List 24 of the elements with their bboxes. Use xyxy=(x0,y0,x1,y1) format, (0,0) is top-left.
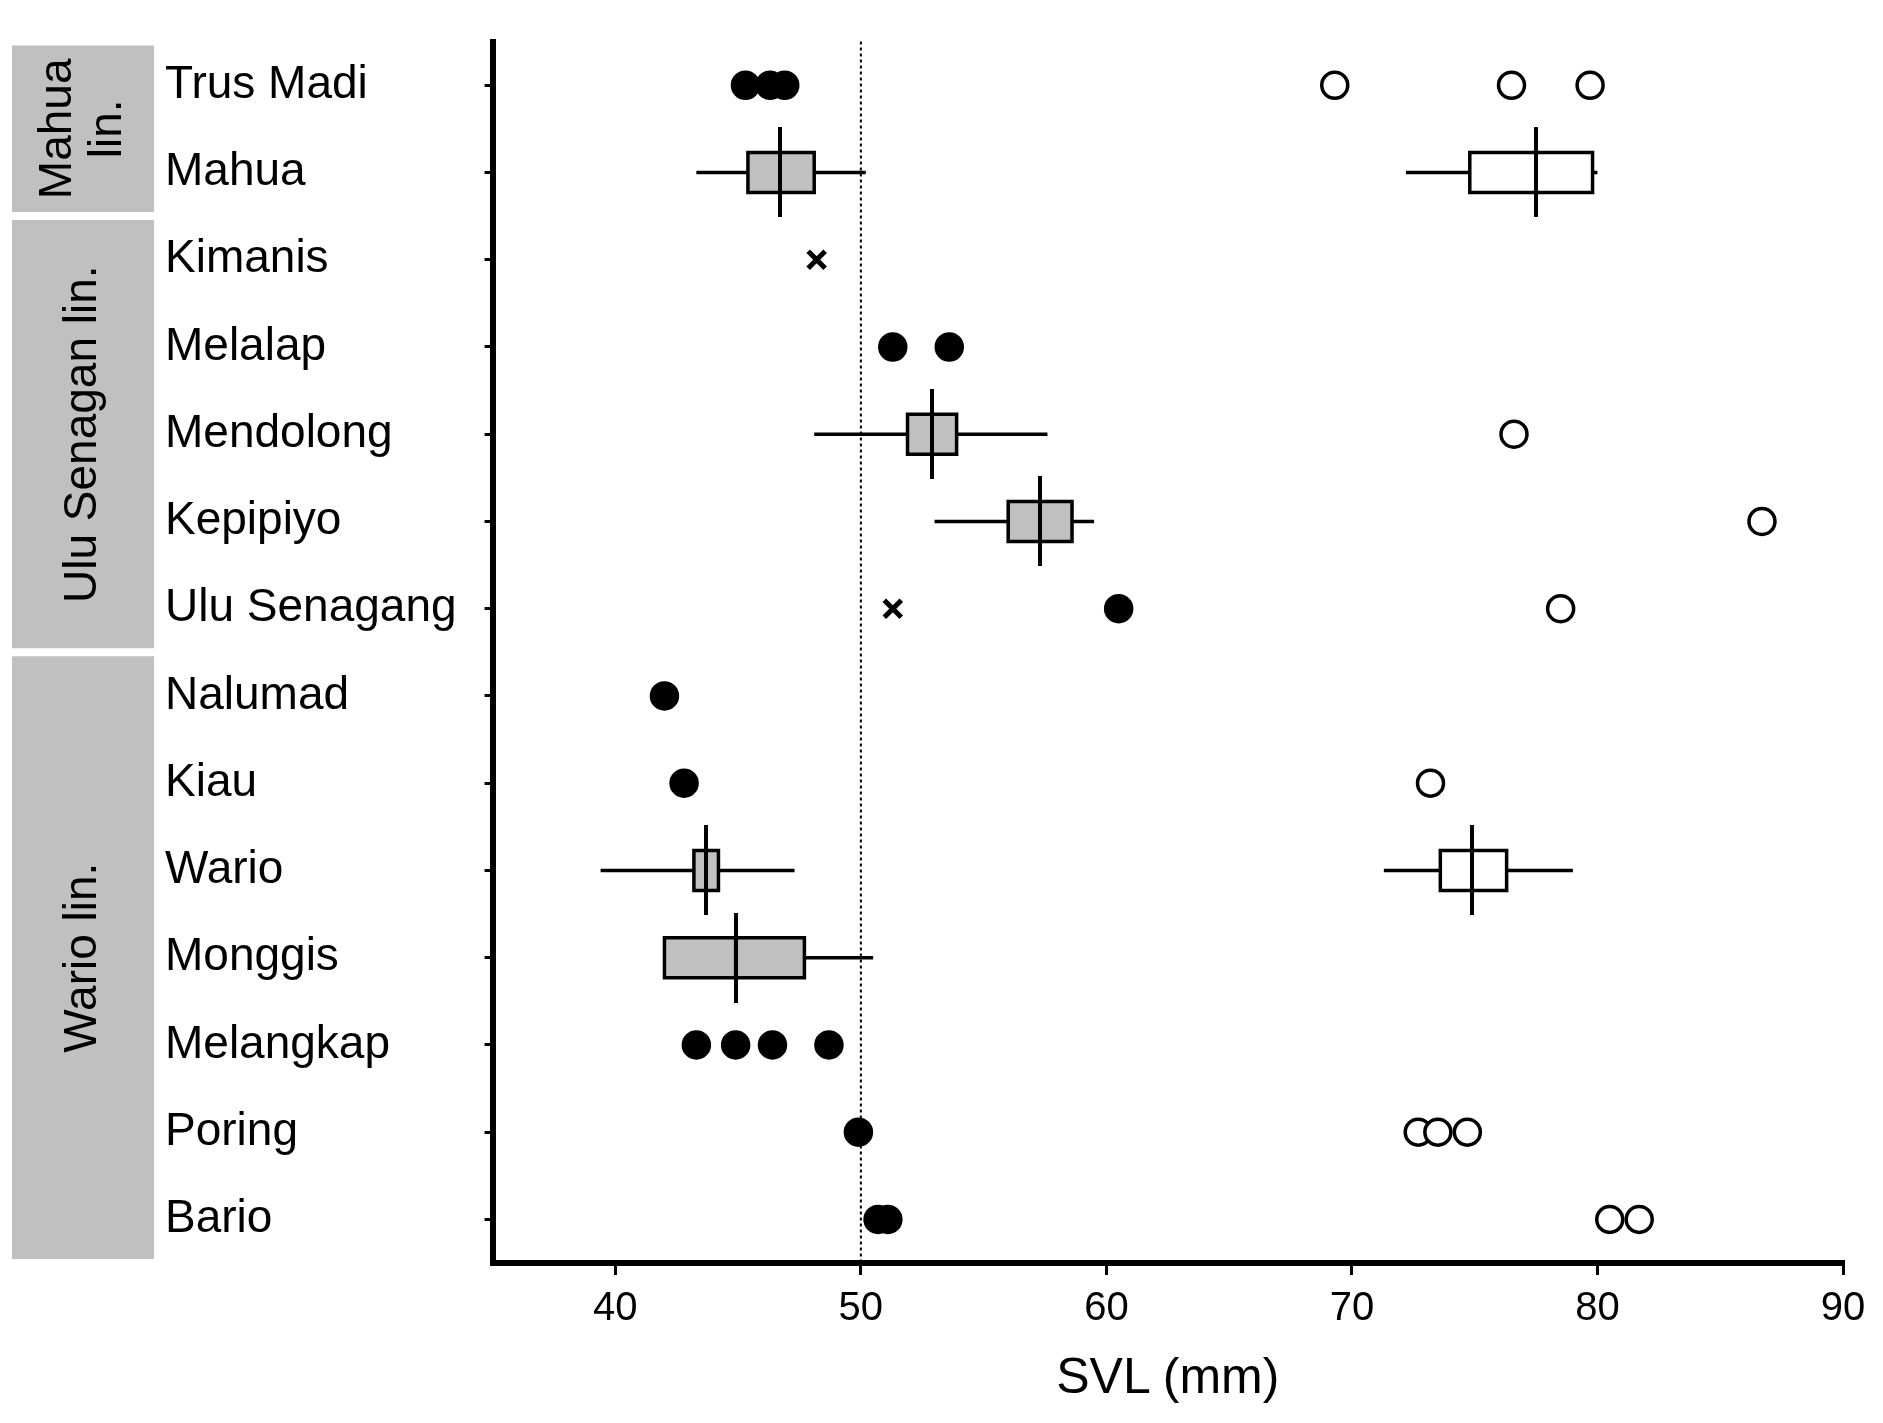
y-tick-label: Trus Madi xyxy=(165,55,368,108)
y-tick-label: Kepipiyo xyxy=(165,492,342,545)
y-tick-label: Mahua xyxy=(165,143,307,196)
y-tick-label: Mendolong xyxy=(165,404,393,457)
y-tick-label: Poring xyxy=(165,1102,298,1155)
text: Wario lin. xyxy=(53,862,106,1053)
x-tick-label: 40 xyxy=(593,1284,638,1329)
x-tick-label: 70 xyxy=(1329,1284,1375,1329)
x-tick-label: 60 xyxy=(1084,1284,1129,1329)
y-tick-label: Ulu Senagang xyxy=(165,579,457,632)
y-tick-label: Monggis xyxy=(165,928,339,981)
y-tick-label: Melalap xyxy=(165,317,327,370)
y-tick-label: Bario xyxy=(165,1190,273,1243)
text: Mahua lin. xyxy=(28,58,131,200)
x-axis-title: SVL (mm) xyxy=(1056,1347,1280,1404)
y-tick-label: Nalumad xyxy=(165,666,350,719)
x-tick-label: 50 xyxy=(838,1284,884,1329)
text: Ulu Senagan lin. xyxy=(53,265,106,603)
y-tick-label: Melangkap xyxy=(165,1015,391,1068)
y-tick-label: Kimanis xyxy=(165,230,329,283)
x-tick-label: 80 xyxy=(1575,1284,1620,1329)
y-tick-label: Kiau xyxy=(165,753,258,806)
y-tick-label: Wario xyxy=(165,841,284,894)
x-tick-label: 90 xyxy=(1820,1284,1866,1329)
